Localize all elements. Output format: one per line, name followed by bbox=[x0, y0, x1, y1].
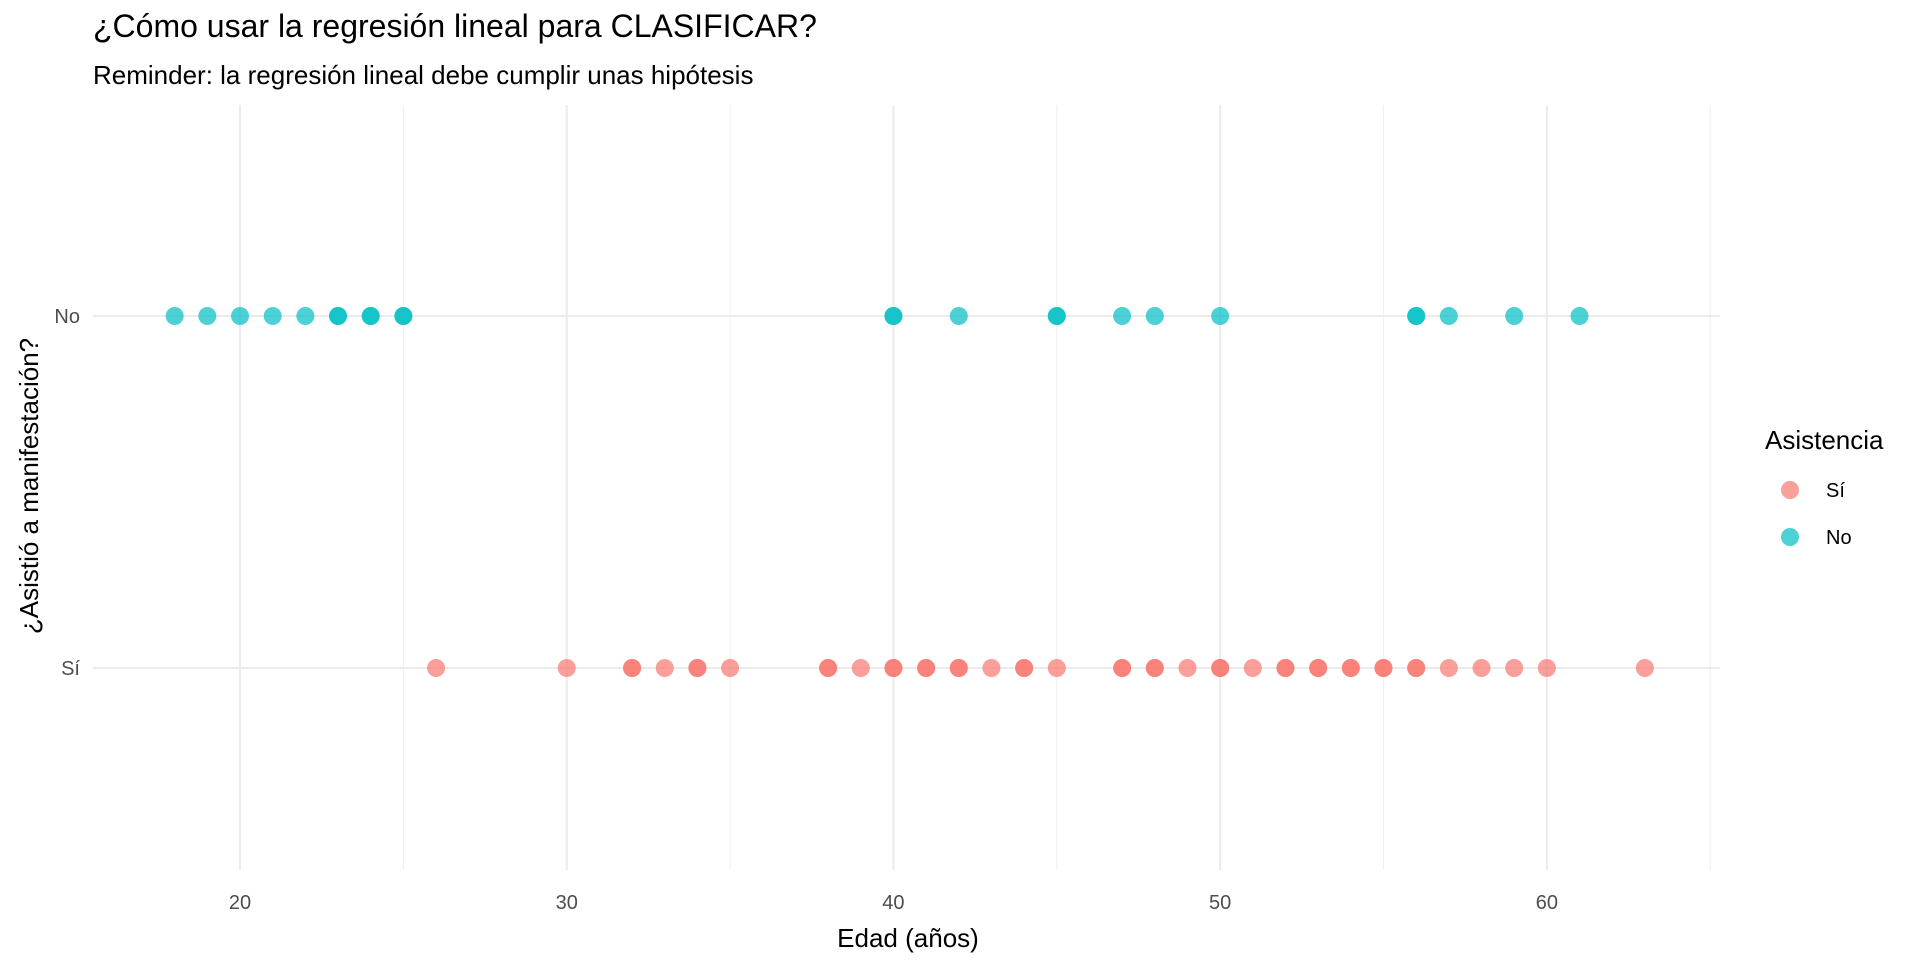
data-point-si bbox=[949, 659, 968, 677]
x-tick-label: 30 bbox=[556, 892, 578, 914]
legend-label-no: No bbox=[1826, 527, 1852, 549]
legend-key-no bbox=[1781, 528, 1799, 546]
data-point-no bbox=[1047, 307, 1066, 325]
data-point-si bbox=[1439, 659, 1458, 677]
legend-label-si: Sí bbox=[1826, 480, 1845, 502]
data-point-si bbox=[1145, 659, 1164, 677]
data-point-si bbox=[1407, 659, 1426, 677]
data-point-no bbox=[263, 307, 282, 325]
x-tick-label: 20 bbox=[229, 892, 251, 914]
grid-lines bbox=[93, 105, 1720, 870]
data-point-si bbox=[1211, 659, 1230, 677]
y-axis-title: ¿Asistió a manifestación? bbox=[14, 338, 44, 634]
data-point-no bbox=[361, 307, 380, 325]
data-point-si bbox=[1537, 659, 1556, 677]
data-point-no bbox=[231, 307, 250, 325]
x-axis-title: Edad (años) bbox=[837, 923, 979, 953]
data-point-si bbox=[851, 659, 870, 677]
data-point-si bbox=[1113, 659, 1132, 677]
data-point-si bbox=[1374, 659, 1393, 677]
data-point-si bbox=[655, 659, 674, 677]
data-point-si bbox=[1015, 659, 1034, 677]
data-point-si bbox=[1243, 659, 1262, 677]
x-tick-label: 40 bbox=[882, 892, 904, 914]
data-point-si bbox=[884, 659, 903, 677]
axis-ticks: 20 30 40 50 60 Sí No bbox=[54, 306, 1558, 914]
data-point-si bbox=[1472, 659, 1491, 677]
data-point-si bbox=[721, 659, 740, 677]
data-point-si bbox=[917, 659, 936, 677]
legend-key-si bbox=[1781, 481, 1799, 499]
data-points bbox=[165, 307, 1654, 677]
data-point-si bbox=[1178, 659, 1197, 677]
data-point-si bbox=[1309, 659, 1328, 677]
data-point-si bbox=[1505, 659, 1524, 677]
legend: Asistencia Sí No bbox=[1765, 425, 1884, 549]
data-point-si bbox=[623, 659, 642, 677]
x-tick-label: 60 bbox=[1536, 892, 1558, 914]
data-point-no bbox=[165, 307, 184, 325]
data-point-si bbox=[1635, 659, 1654, 677]
data-point-no bbox=[1211, 307, 1230, 325]
data-point-no bbox=[1145, 307, 1164, 325]
data-point-si bbox=[557, 659, 576, 677]
data-point-no bbox=[949, 307, 968, 325]
x-tick-label: 50 bbox=[1209, 892, 1231, 914]
data-point-no bbox=[198, 307, 217, 325]
data-point-no bbox=[1505, 307, 1524, 325]
data-point-si bbox=[982, 659, 1001, 677]
chart-subtitle: Reminder: la regresión lineal debe cumpl… bbox=[93, 60, 754, 90]
data-point-si bbox=[688, 659, 707, 677]
data-point-si bbox=[1047, 659, 1066, 677]
data-point-si bbox=[427, 659, 446, 677]
y-tick-label: Sí bbox=[61, 658, 80, 680]
data-point-no bbox=[394, 307, 413, 325]
data-point-no bbox=[1407, 307, 1426, 325]
y-tick-label: No bbox=[54, 306, 80, 328]
data-point-si bbox=[1276, 659, 1295, 677]
data-point-no bbox=[296, 307, 315, 325]
data-point-no bbox=[1439, 307, 1458, 325]
data-point-no bbox=[1570, 307, 1589, 325]
data-point-no bbox=[329, 307, 348, 325]
data-point-no bbox=[884, 307, 903, 325]
data-point-si bbox=[1341, 659, 1360, 677]
data-point-si bbox=[819, 659, 838, 677]
legend-title: Asistencia bbox=[1765, 425, 1884, 455]
data-point-no bbox=[1113, 307, 1132, 325]
chart-title: ¿Cómo usar la regresión lineal para CLAS… bbox=[93, 8, 817, 44]
